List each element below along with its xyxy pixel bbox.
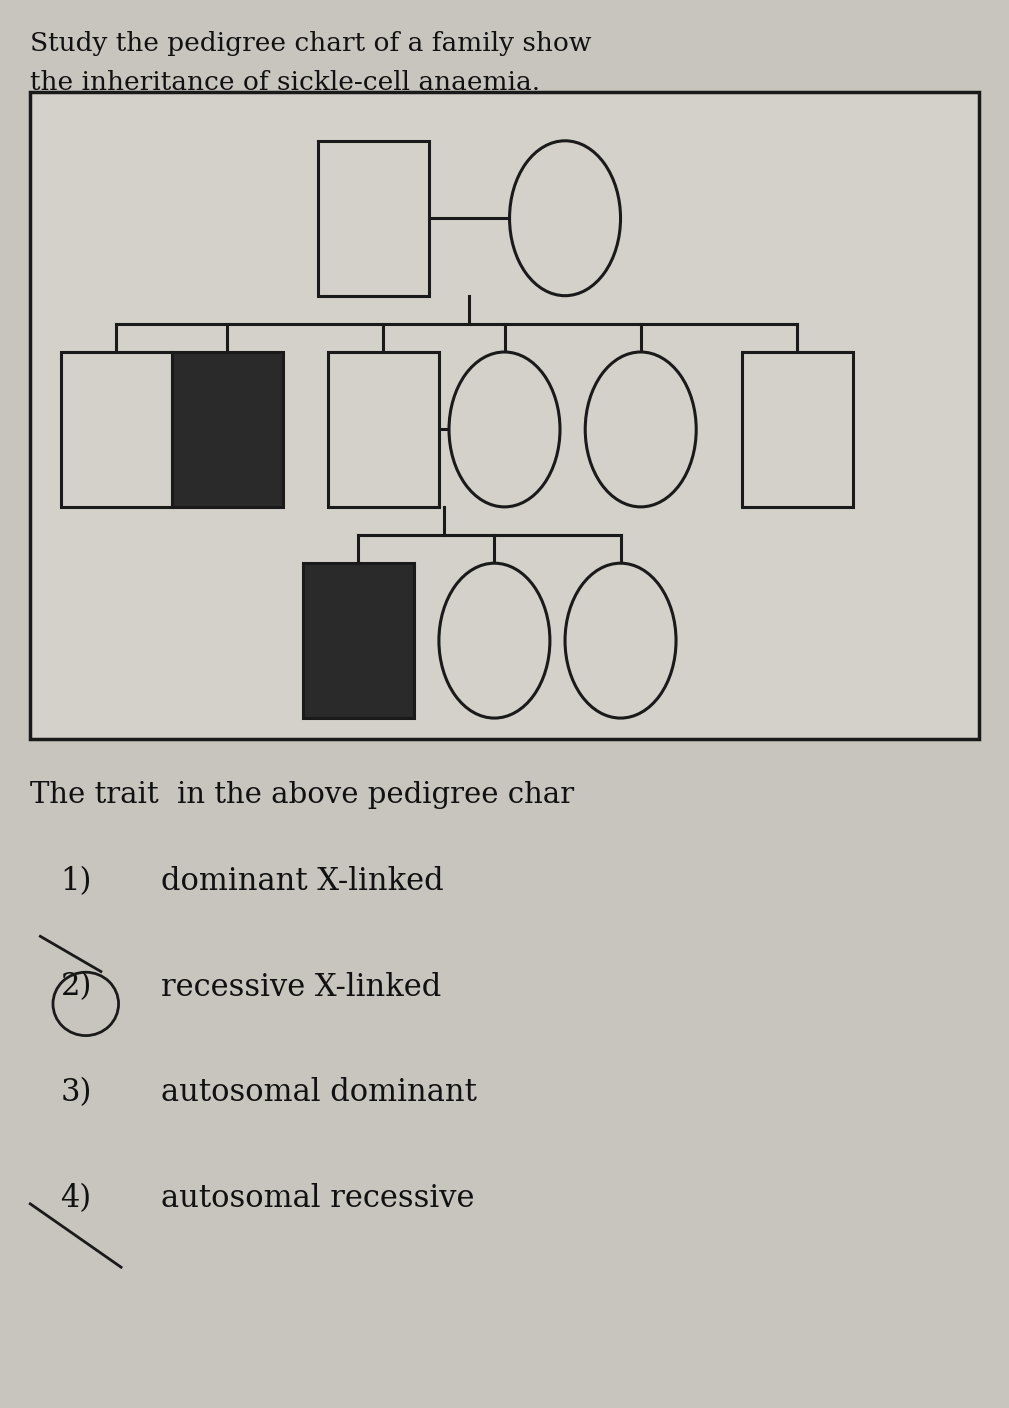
Text: 4): 4): [61, 1183, 92, 1214]
Bar: [172, 352, 283, 507]
Circle shape: [510, 141, 621, 296]
Bar: [318, 141, 429, 296]
Text: 3): 3): [61, 1077, 92, 1108]
Bar: [303, 563, 414, 718]
Circle shape: [439, 563, 550, 718]
Text: 1): 1): [61, 866, 92, 897]
Circle shape: [449, 352, 560, 507]
Text: autosomal dominant: autosomal dominant: [161, 1077, 477, 1108]
Bar: [61, 352, 172, 507]
Text: 2): 2): [61, 972, 92, 1002]
Text: Study the pedigree chart of a family show: Study the pedigree chart of a family sho…: [30, 31, 591, 56]
Text: dominant X-linked: dominant X-linked: [161, 866, 444, 897]
Text: autosomal recessive: autosomal recessive: [161, 1183, 475, 1214]
Bar: [328, 352, 439, 507]
Text: the inheritance of sickle-cell anaemia.: the inheritance of sickle-cell anaemia.: [30, 70, 541, 96]
Bar: [742, 352, 853, 507]
Circle shape: [585, 352, 696, 507]
Text: recessive X-linked: recessive X-linked: [161, 972, 442, 1002]
Text: The trait  in the above pedigree char: The trait in the above pedigree char: [30, 781, 574, 810]
Bar: [30, 92, 979, 739]
Circle shape: [565, 563, 676, 718]
